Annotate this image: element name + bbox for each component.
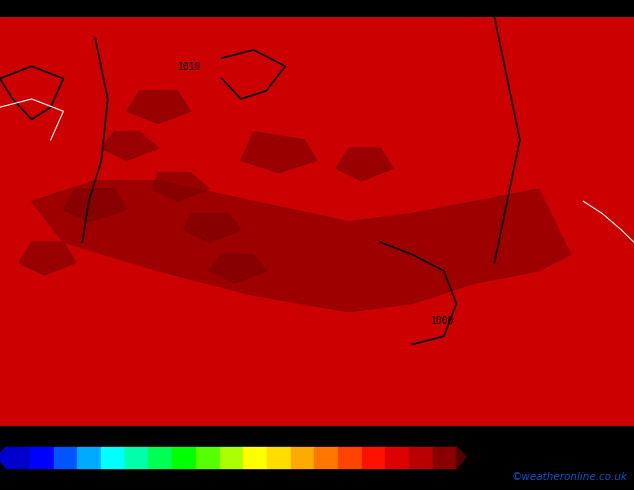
Text: -4: -4 [96,471,107,480]
Text: Theta-W 850hPa [hPa] ECMWF: Theta-W 850hPa [hPa] ECMWF [6,436,191,449]
Polygon shape [0,447,6,467]
Bar [267,447,290,467]
Text: 6: 6 [312,471,317,480]
Polygon shape [63,189,127,221]
Text: 14: 14 [404,471,415,480]
Bar [362,447,385,467]
Text: 4: 4 [288,471,294,480]
Text: 1: 1 [217,471,223,480]
Text: -12: -12 [0,471,15,480]
Polygon shape [127,91,190,123]
Bar [77,447,101,467]
Bar [433,447,456,467]
Bar [243,447,267,467]
Polygon shape [184,214,241,242]
Text: 1000: 1000 [431,316,455,326]
Text: 3: 3 [264,471,269,480]
Bar [290,447,314,467]
Bar [125,447,148,467]
Bar [30,447,54,467]
Polygon shape [101,132,158,160]
Text: -3: -3 [119,471,130,480]
Bar [409,447,433,467]
Polygon shape [209,254,266,283]
Polygon shape [336,148,393,181]
Text: 18: 18 [451,471,462,480]
Bar [219,447,243,467]
Text: 12: 12 [380,471,391,480]
Polygon shape [19,242,76,275]
Bar [385,447,409,467]
Bar [6,447,30,467]
Bar [338,447,362,467]
Text: -8: -8 [48,471,59,480]
Text: 10: 10 [356,471,367,480]
Text: 8: 8 [335,471,340,480]
Text: 16: 16 [427,471,438,480]
Text: -10: -10 [22,471,38,480]
Text: -6: -6 [72,471,83,480]
Bar [148,447,172,467]
Text: Tu 04-06-2024 18:00 UTC (00+138): Tu 04-06-2024 18:00 UTC (00+138) [399,436,628,449]
Text: 0: 0 [193,471,198,480]
Bar [101,447,125,467]
Bar [196,447,219,467]
Bar [54,447,77,467]
Text: 1010: 1010 [178,62,201,73]
Text: ©weatheronline.co.uk: ©weatheronline.co.uk [512,472,628,482]
Polygon shape [152,172,209,201]
Text: -2: -2 [143,471,154,480]
Bar [314,447,338,467]
Polygon shape [32,181,571,312]
Text: 2: 2 [240,471,246,480]
Polygon shape [241,132,317,172]
Polygon shape [456,447,466,467]
Text: -1: -1 [167,471,178,480]
Bar [172,447,196,467]
